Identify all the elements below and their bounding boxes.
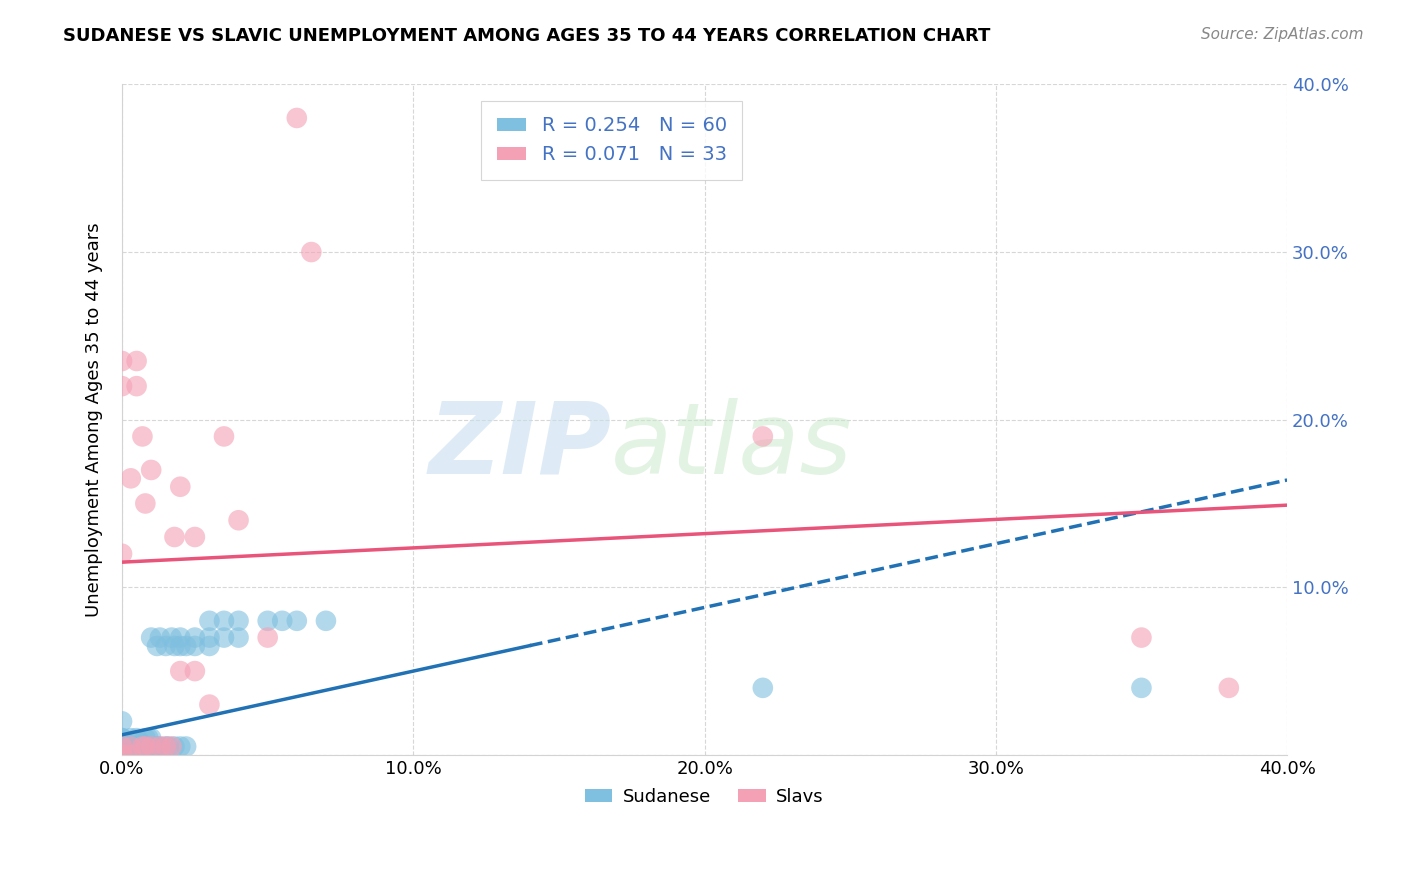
- Text: ZIP: ZIP: [429, 398, 612, 495]
- Point: [131, 429, 153, 443]
- Point: [169, 480, 191, 494]
- Point: [146, 639, 169, 653]
- Point: [141, 747, 163, 762]
- Point: [174, 739, 197, 754]
- Point: [149, 739, 172, 754]
- Point: [184, 639, 207, 653]
- Point: [134, 496, 156, 510]
- Point: [120, 731, 142, 746]
- Point: [111, 747, 134, 762]
- Point: [134, 747, 156, 762]
- Point: [256, 631, 278, 645]
- Point: [141, 631, 163, 645]
- Point: [315, 614, 337, 628]
- Point: [136, 731, 159, 746]
- Point: [285, 111, 308, 125]
- Point: [155, 739, 177, 754]
- Point: [228, 513, 250, 527]
- Point: [125, 739, 148, 754]
- Point: [163, 530, 186, 544]
- Point: [120, 739, 142, 754]
- Point: [128, 734, 150, 748]
- Point: [120, 471, 142, 485]
- Point: [163, 639, 186, 653]
- Point: [111, 379, 134, 393]
- Point: [141, 739, 163, 754]
- Point: [131, 739, 153, 754]
- Point: [136, 739, 159, 754]
- Point: [149, 631, 172, 645]
- Point: [198, 614, 221, 628]
- Point: [120, 747, 142, 762]
- Point: [160, 739, 183, 754]
- Point: [111, 739, 134, 754]
- Point: [111, 547, 134, 561]
- Y-axis label: Unemployment Among Ages 35 to 44 years: Unemployment Among Ages 35 to 44 years: [86, 222, 103, 617]
- Point: [111, 731, 134, 746]
- Point: [169, 639, 191, 653]
- Point: [160, 631, 183, 645]
- Text: Source: ZipAtlas.com: Source: ZipAtlas.com: [1201, 27, 1364, 42]
- Point: [111, 739, 134, 754]
- Point: [752, 681, 775, 695]
- Point: [184, 631, 207, 645]
- Point: [111, 739, 134, 754]
- Point: [1218, 681, 1240, 695]
- Point: [125, 747, 148, 762]
- Point: [125, 731, 148, 746]
- Point: [111, 747, 134, 762]
- Point: [149, 739, 172, 754]
- Legend: Sudanese, Slavs: Sudanese, Slavs: [578, 780, 831, 813]
- Point: [111, 747, 134, 762]
- Point: [155, 639, 177, 653]
- Point: [155, 739, 177, 754]
- Point: [184, 664, 207, 678]
- Point: [285, 614, 308, 628]
- Point: [122, 739, 145, 754]
- Point: [141, 731, 163, 746]
- Point: [111, 354, 134, 368]
- Point: [198, 631, 221, 645]
- Point: [146, 739, 169, 754]
- Point: [125, 379, 148, 393]
- Point: [111, 747, 134, 762]
- Point: [134, 731, 156, 746]
- Point: [134, 739, 156, 754]
- Point: [299, 245, 322, 260]
- Point: [228, 614, 250, 628]
- Point: [212, 429, 235, 443]
- Point: [169, 664, 191, 678]
- Point: [128, 747, 150, 762]
- Point: [752, 429, 775, 443]
- Point: [163, 739, 186, 754]
- Point: [256, 614, 278, 628]
- Text: atlas: atlas: [612, 398, 853, 495]
- Point: [1130, 631, 1153, 645]
- Point: [134, 739, 156, 754]
- Point: [157, 739, 180, 754]
- Point: [111, 747, 134, 762]
- Point: [271, 614, 294, 628]
- Point: [198, 698, 221, 712]
- Point: [212, 631, 235, 645]
- Point: [169, 631, 191, 645]
- Point: [212, 614, 235, 628]
- Point: [228, 631, 250, 645]
- Point: [198, 639, 221, 653]
- Point: [184, 530, 207, 544]
- Point: [117, 739, 139, 754]
- Point: [120, 747, 142, 762]
- Point: [1130, 681, 1153, 695]
- Text: SUDANESE VS SLAVIC UNEMPLOYMENT AMONG AGES 35 TO 44 YEARS CORRELATION CHART: SUDANESE VS SLAVIC UNEMPLOYMENT AMONG AG…: [63, 27, 991, 45]
- Point: [117, 747, 139, 762]
- Point: [125, 354, 148, 368]
- Point: [141, 463, 163, 477]
- Point: [141, 739, 163, 754]
- Point: [131, 739, 153, 754]
- Point: [169, 739, 191, 754]
- Point: [174, 639, 197, 653]
- Point: [111, 734, 134, 748]
- Point: [111, 731, 134, 746]
- Point: [111, 714, 134, 729]
